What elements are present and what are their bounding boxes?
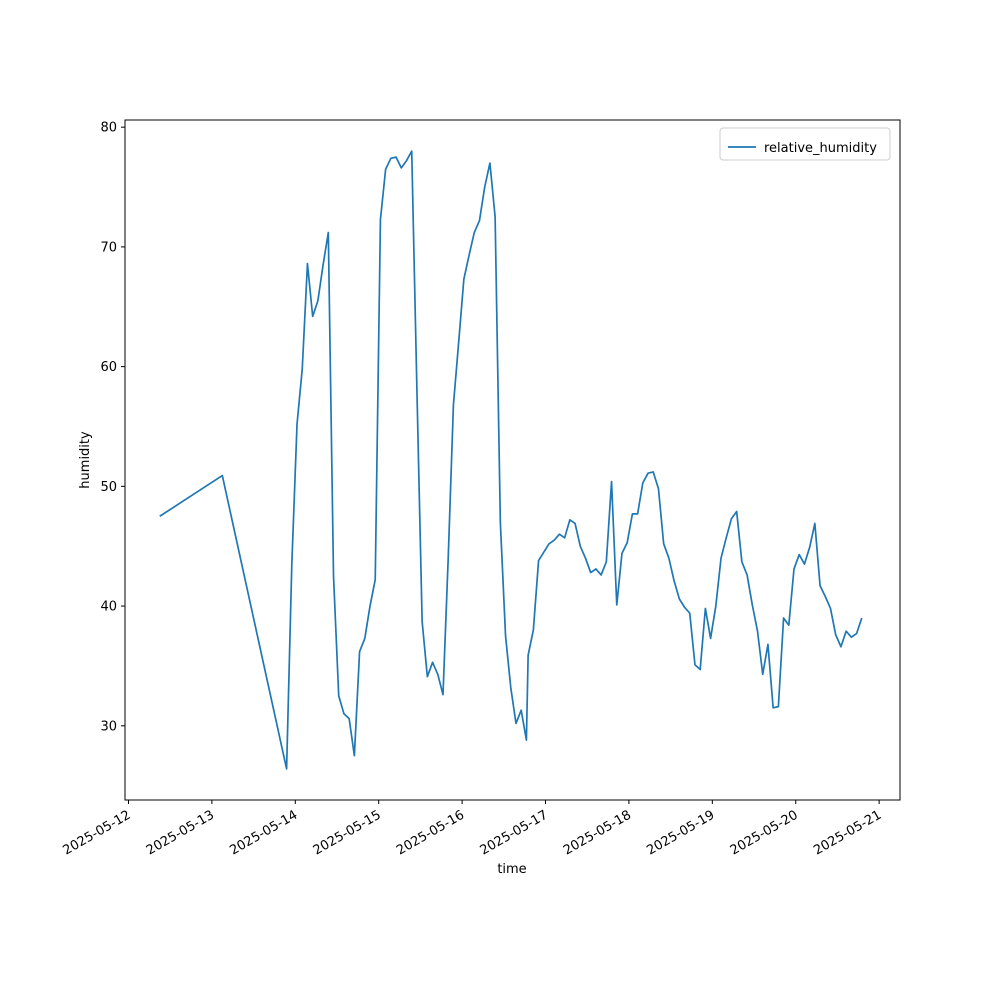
line: [159, 150, 863, 770]
x-tick-label: 2025-05-14: [227, 808, 300, 859]
x-tick-label: 2025-05-19: [644, 808, 717, 859]
x-tick-label: 2025-05-20: [728, 808, 801, 859]
y-tick-label: 50: [100, 480, 117, 495]
y-axis-label: humidity: [78, 431, 93, 489]
legend-box: [719, 127, 891, 161]
x-tick-label: 2025-05-15: [311, 808, 384, 859]
x-tick-label: 2025-05-17: [478, 808, 551, 859]
x-tick-label: 2025-05-13: [144, 808, 217, 859]
axes-frame: [124, 119, 901, 801]
x-tick-label: 2025-05-21: [811, 808, 884, 859]
y-tick-label: 40: [100, 600, 117, 615]
legend-label: relative_humidity: [764, 141, 877, 156]
x-axis-label: time: [497, 862, 526, 877]
x-tick-label: 2025-05-16: [394, 808, 467, 859]
x-tick-label: 2025-05-12: [61, 808, 134, 859]
y-tick-label: 60: [100, 360, 117, 375]
y-tick-label: 30: [100, 719, 117, 734]
y-tick-label: 80: [100, 121, 117, 136]
y-tick-label: 70: [100, 240, 117, 255]
x-tick-label: 2025-05-18: [561, 808, 634, 859]
